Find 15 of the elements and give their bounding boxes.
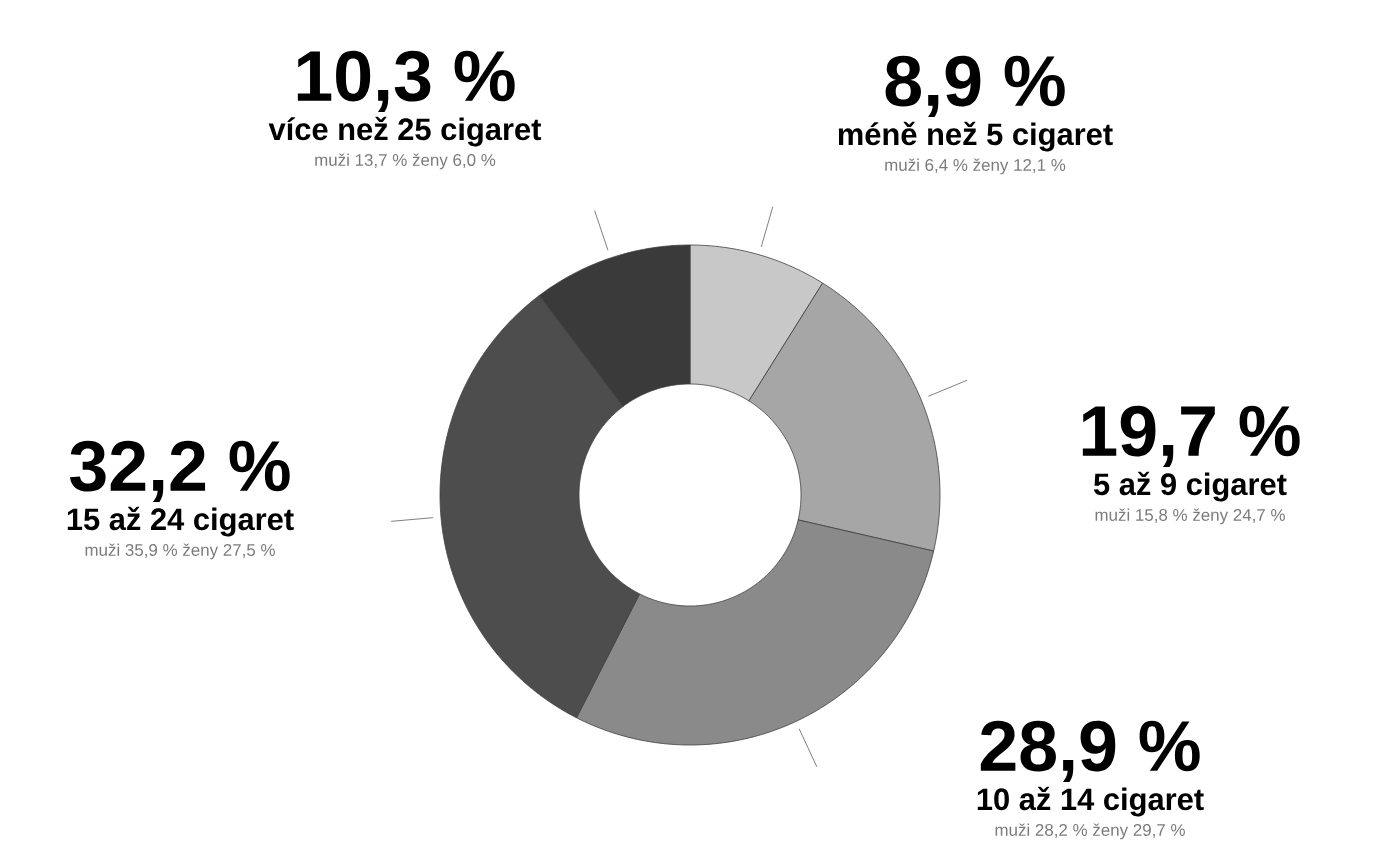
data-label: 32,2 % <box>69 440 290 502</box>
data-label: 8,9 % <box>885 55 1065 117</box>
text: muži 15,8 % ženy 24,7 % <box>1095 508 1285 525</box>
text: muži 35,9 % ženy 27,5 % <box>85 543 275 560</box>
text: muži 28,2 % ženy 29,7 % <box>995 823 1185 840</box>
slice-label: méně než 5 cigaret <box>838 121 1113 152</box>
slice-label: 15 až 24 cigaret <box>67 506 294 537</box>
slice-label: 5 až 9 cigaret <box>1093 471 1287 502</box>
data-label: 19,7 % <box>1082 405 1300 467</box>
text: muži 13,7 % ženy 6,0 % <box>315 153 496 170</box>
slice-label: 10 až 14 cigaret <box>977 786 1204 817</box>
data-label: 28,9 % <box>980 720 1200 782</box>
data-label: 10,3 % <box>297 50 515 112</box>
slice-label: více než 25 cigaret <box>268 116 542 147</box>
text: muži 6,4 % ženy 12,1 % <box>885 158 1066 175</box>
